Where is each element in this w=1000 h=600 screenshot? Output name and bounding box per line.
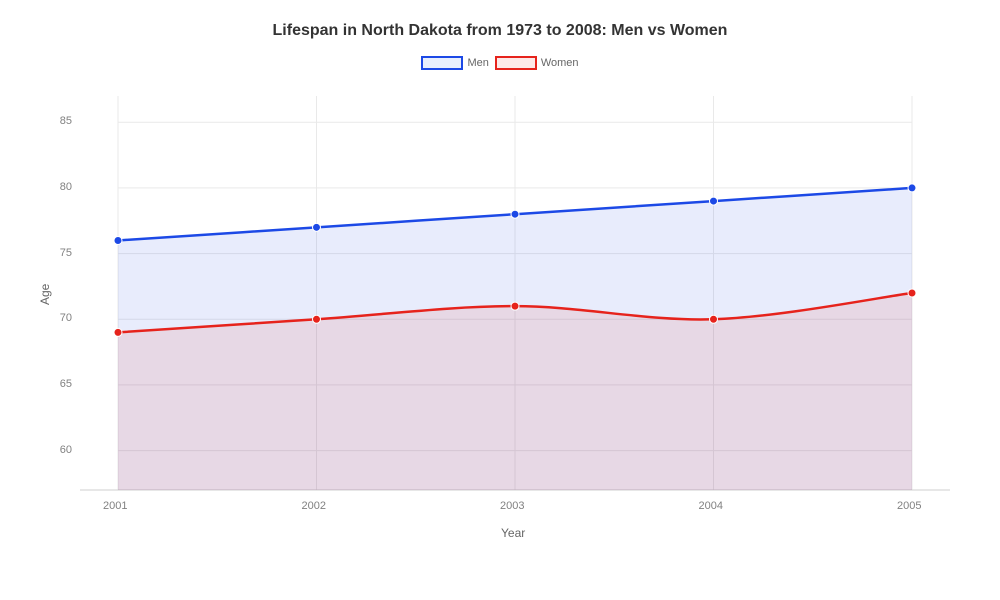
- y-tick-label: 70: [60, 312, 72, 324]
- x-tick-label: 2001: [103, 500, 127, 512]
- y-tick-label: 80: [60, 181, 72, 193]
- x-tick-label: 2002: [302, 500, 326, 512]
- y-tick-label: 65: [60, 378, 72, 390]
- x-tick-label: 2005: [897, 500, 921, 512]
- x-tick-label: 2004: [699, 500, 723, 512]
- y-axis-label: Age: [38, 284, 52, 305]
- legend-swatch-women: [495, 56, 537, 70]
- chart-container: Lifespan in North Dakota from 1973 to 20…: [0, 0, 1000, 600]
- legend-label-men: Men: [467, 57, 488, 69]
- legend-label-women: Women: [541, 57, 579, 69]
- legend-item-women[interactable]: Women: [495, 56, 579, 70]
- y-tick-label: 85: [60, 115, 72, 127]
- legend-swatch-men: [421, 56, 463, 70]
- plot-area: [80, 96, 950, 526]
- chart-title: Lifespan in North Dakota from 1973 to 20…: [0, 0, 1000, 40]
- x-tick-label: 2003: [500, 500, 524, 512]
- y-tick-label: 75: [60, 247, 72, 259]
- legend-item-men[interactable]: Men: [421, 56, 488, 70]
- y-tick-label: 60: [60, 444, 72, 456]
- legend: Men Women: [0, 56, 1000, 70]
- x-axis-label: Year: [501, 526, 525, 540]
